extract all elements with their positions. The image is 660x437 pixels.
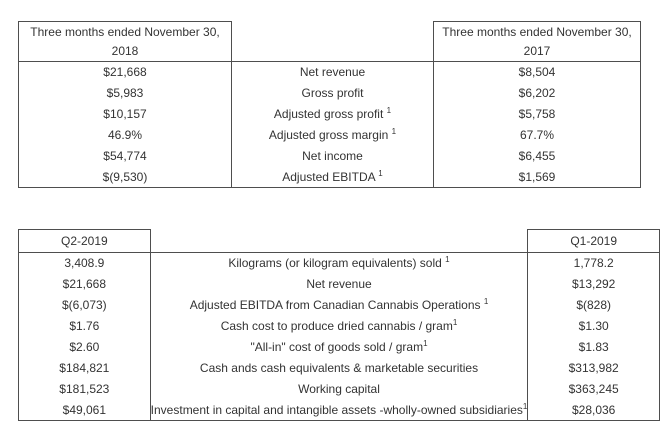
metric-label-text: Cash cost to produce dried cannabis / gr… xyxy=(220,319,453,333)
metric-label: Net income xyxy=(231,145,434,167)
value-2018: $5,983 xyxy=(18,82,232,104)
table-row: $21,668 Net revenue $8,504 xyxy=(18,61,641,83)
value-q2-2019: $184,821 xyxy=(18,357,151,379)
metric-label-text: Adjusted gross profit xyxy=(273,107,387,121)
header-line-2: 2017 xyxy=(523,43,551,58)
header-row: Q2-2019 Q1-2019 xyxy=(18,229,660,253)
value-q1-2019: $1.83 xyxy=(527,336,660,358)
metric-label-text: "All-in" cost of goods sold / gram xyxy=(250,340,424,354)
metric-label-text: Adjusted EBITDA xyxy=(282,169,379,184)
footnote-superscript: 1 xyxy=(386,106,392,115)
value-2017: $6,455 xyxy=(433,145,641,167)
footnote-superscript: 1 xyxy=(378,168,383,178)
value-2017: $5,758 xyxy=(433,103,641,125)
value-q1-2019: $1.30 xyxy=(527,315,660,337)
metric-label: "All-in" cost of goods sold / gram1 xyxy=(149,336,529,358)
footnote-superscript: 1 xyxy=(391,127,397,136)
metric-label-text: Adjusted EBITDA from Canadian Cannabis O… xyxy=(189,298,484,312)
value-q2-2019: $181,523 xyxy=(18,378,151,400)
table-row: $49,061 Investment in capital and intang… xyxy=(18,399,660,421)
col-header-q1-2019: Q1-2019 xyxy=(527,229,660,253)
value-2018: $21,668 xyxy=(18,61,232,83)
header-line-1: Three months ended November 30, xyxy=(30,24,220,39)
metric-label: Cash cost to produce dried cannabis / gr… xyxy=(149,315,529,337)
metric-label: Net revenue xyxy=(149,273,529,295)
table-row: $(9,530) Adjusted EBITDA 1 $1,569 xyxy=(18,166,641,188)
metric-label: Adjusted EBITDA from Canadian Cannabis O… xyxy=(149,294,529,316)
metric-label-text: Net revenue xyxy=(306,277,372,291)
table-row: $2.60 "All-in" cost of goods sold / gram… xyxy=(18,336,660,358)
value-2017: $8,504 xyxy=(433,61,641,83)
metric-label-text: Cash ands cash equivalents & marketable … xyxy=(199,361,479,375)
table-row: $54,774 Net income $6,455 xyxy=(18,145,641,167)
col-header-period-2017: Three months ended November 30, 2017 xyxy=(433,21,641,62)
col-header-period-2018: Three months ended November 30, 2018 xyxy=(18,21,232,62)
metric-label: Adjusted EBITDA 1 xyxy=(231,166,434,188)
value-2018: $54,774 xyxy=(18,145,232,167)
value-q2-2019: $(6,073) xyxy=(18,294,151,316)
metric-label-text: Investment in capital and intangible ass… xyxy=(150,402,523,417)
header-line-1: Three months ended November 30, xyxy=(442,24,632,39)
value-2017: 67.7% xyxy=(433,124,641,146)
value-q1-2019: 1,778.2 xyxy=(527,252,660,274)
metric-label: Cash ands cash equivalents & marketable … xyxy=(149,357,529,379)
value-q2-2019: 3,408.9 xyxy=(18,252,151,274)
value-2017: $6,202 xyxy=(433,82,641,104)
value-q1-2019: $313,982 xyxy=(527,357,660,379)
metric-label: Adjusted gross margin 1 xyxy=(231,124,434,146)
metric-label-text: Adjusted gross margin xyxy=(268,128,392,142)
metric-label-text: Net income xyxy=(302,149,363,163)
header-spacer xyxy=(231,21,434,62)
quarter-comparison-table: Q2-2019 Q1-2019 3,408.9 Kilograms (or ki… xyxy=(18,229,660,421)
footnote-superscript: 1 xyxy=(445,255,450,265)
table-row: 3,408.9 Kilograms (or kilogram equivalen… xyxy=(18,252,660,274)
value-q2-2019: $21,668 xyxy=(18,273,151,295)
metric-label-text: Gross profit xyxy=(301,86,364,100)
value-2017: $1,569 xyxy=(433,166,641,188)
header-spacer xyxy=(150,229,528,253)
metric-label: Adjusted gross profit 1 xyxy=(231,103,434,125)
metric-label-text: Kilograms (or kilogram equivalents) sold xyxy=(228,256,446,271)
value-q1-2019: $28,036 xyxy=(527,399,660,421)
table-row: $21,668 Net revenue $13,292 xyxy=(18,273,660,295)
footnote-superscript: 1 xyxy=(452,318,458,327)
value-q1-2019: $(828) xyxy=(527,294,660,316)
metric-label-text: Working capital xyxy=(298,382,380,396)
metric-label: Gross profit xyxy=(231,82,434,104)
metric-label-text: Net revenue xyxy=(299,65,366,80)
table-row: $10,157 Adjusted gross profit 1 $5,758 xyxy=(18,103,641,125)
three-month-comparison-table: Three months ended November 30, 2018 Thr… xyxy=(18,21,641,188)
metric-label: Investment in capital and intangible ass… xyxy=(149,399,529,421)
table-row: $184,821 Cash ands cash equivalents & ma… xyxy=(18,357,660,379)
header-row: Three months ended November 30, 2018 Thr… xyxy=(18,21,641,62)
metric-label: Kilograms (or kilogram equivalents) sold… xyxy=(149,252,529,274)
value-2018: $10,157 xyxy=(18,103,232,125)
value-2018: $(9,530) xyxy=(18,166,232,188)
value-q2-2019: $2.60 xyxy=(18,336,151,358)
header-line-2: 2018 xyxy=(111,43,139,58)
metric-label: Net revenue xyxy=(231,61,434,83)
value-q2-2019: $49,061 xyxy=(18,399,151,421)
table-row: $5,983 Gross profit $6,202 xyxy=(18,82,641,104)
metric-label: Working capital xyxy=(149,378,529,400)
col-header-q2-2019: Q2-2019 xyxy=(18,229,151,253)
value-q1-2019: $13,292 xyxy=(527,273,660,295)
footnote-superscript: 1 xyxy=(522,401,528,411)
footnote-superscript: 1 xyxy=(483,297,489,306)
table-row: $181,523 Working capital $363,245 xyxy=(18,378,660,400)
table-row: 46.9% Adjusted gross margin 1 67.7% xyxy=(18,124,641,146)
table-row: $1.76 Cash cost to produce dried cannabi… xyxy=(18,315,660,337)
value-q1-2019: $363,245 xyxy=(527,378,660,400)
value-2018: 46.9% xyxy=(18,124,232,146)
table-row: $(6,073) Adjusted EBITDA from Canadian C… xyxy=(18,294,660,316)
footnote-superscript: 1 xyxy=(423,339,428,348)
value-q2-2019: $1.76 xyxy=(18,315,151,337)
